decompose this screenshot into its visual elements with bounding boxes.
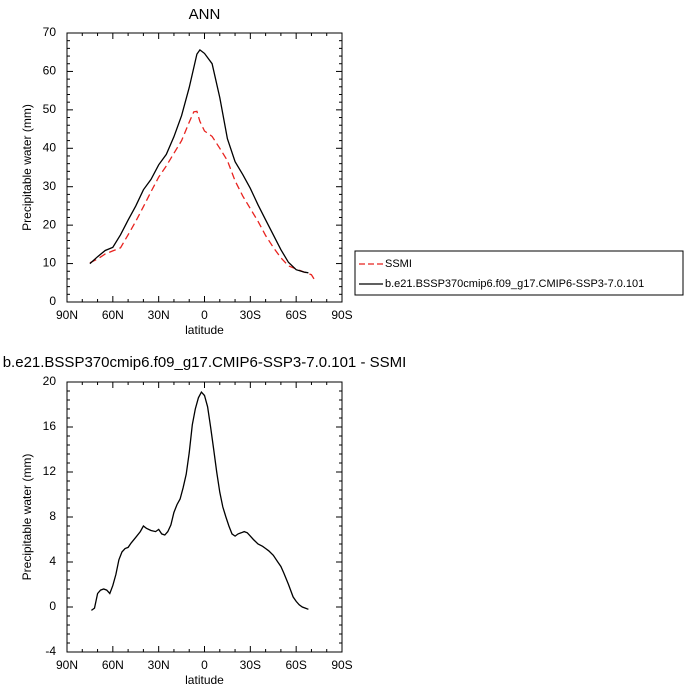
chart2-plot-frame [66,381,343,653]
chart2-y-tick-label: 8 [49,509,56,523]
chart1-x-tick-label: 90N [56,308,78,322]
chart1-title: ANN [189,6,221,23]
chart2-y-tick-label: 16 [43,419,57,433]
chart1-x-tick-label: 0 [201,308,208,322]
legend-box [354,250,684,296]
chart1-x-tick-label: 60S [285,308,306,322]
chart1-y-tick-label: 40 [43,140,57,154]
chart1-y-tick-label: 0 [49,294,56,308]
legend-label-2: b.e21.BSSP370cmip6.f09_g17.CMIP6-SSP3-7.… [385,278,644,290]
chart1-y-axis-title: Precipitable water (mm) [20,104,34,231]
chart2-x-tick-label: 90S [331,658,352,672]
chart1-y-tick-label: 10 [43,256,57,270]
chart1-x-tick-label: 30N [148,308,170,322]
chart1-y-tick-label: 20 [43,217,57,231]
chart2-y-axis-title: Precipitable water (mm) [20,454,34,581]
chart2-y-tick-label: 4 [49,554,56,568]
chart2-x-tick-label: 90N [56,658,78,672]
chart1-x-tick-label: 30S [240,308,261,322]
chart1-y-tick-label: 50 [43,102,57,116]
legend-label-1: SSMI [385,258,412,270]
chart1-plot-frame [66,32,343,303]
chart1-x-tick-label: 60N [102,308,124,322]
chart1-y-tick-label: 30 [43,179,57,193]
chart1-x-tick-label: 90S [331,308,352,322]
chart2-x-tick-label: 0 [201,658,208,672]
chart2-y-tick-label: 12 [43,464,57,478]
chart2-series-line-1 [91,390,309,611]
chart2-title: b.e21.BSSP370cmip6.f09_g17.CMIP6-SSP3-7.… [3,354,407,371]
chart1-y-tick-label: 70 [43,25,57,39]
chart2-y-tick-label: -4 [45,644,56,658]
chart1-series-line-1 [89,110,316,281]
chart2-x-tick-label: 30S [240,658,261,672]
chart1-series-line-2 [89,48,309,274]
chart2-x-tick-label: 60N [102,658,124,672]
chart2-x-tick-label: 60S [285,658,306,672]
chart2-x-tick-label: 30N [148,658,170,672]
chart1-y-tick-label: 60 [43,64,57,78]
chart2-y-tick-label: 0 [49,599,56,613]
chart2-x-axis-title: latitude [185,673,224,687]
chart2-y-tick-label: 20 [43,374,57,388]
chart1-x-axis-title: latitude [185,323,224,337]
